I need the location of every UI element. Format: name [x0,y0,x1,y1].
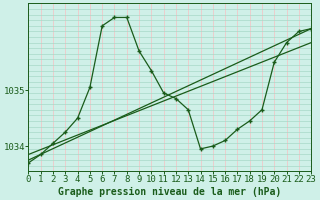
X-axis label: Graphe pression niveau de la mer (hPa): Graphe pression niveau de la mer (hPa) [58,186,281,197]
